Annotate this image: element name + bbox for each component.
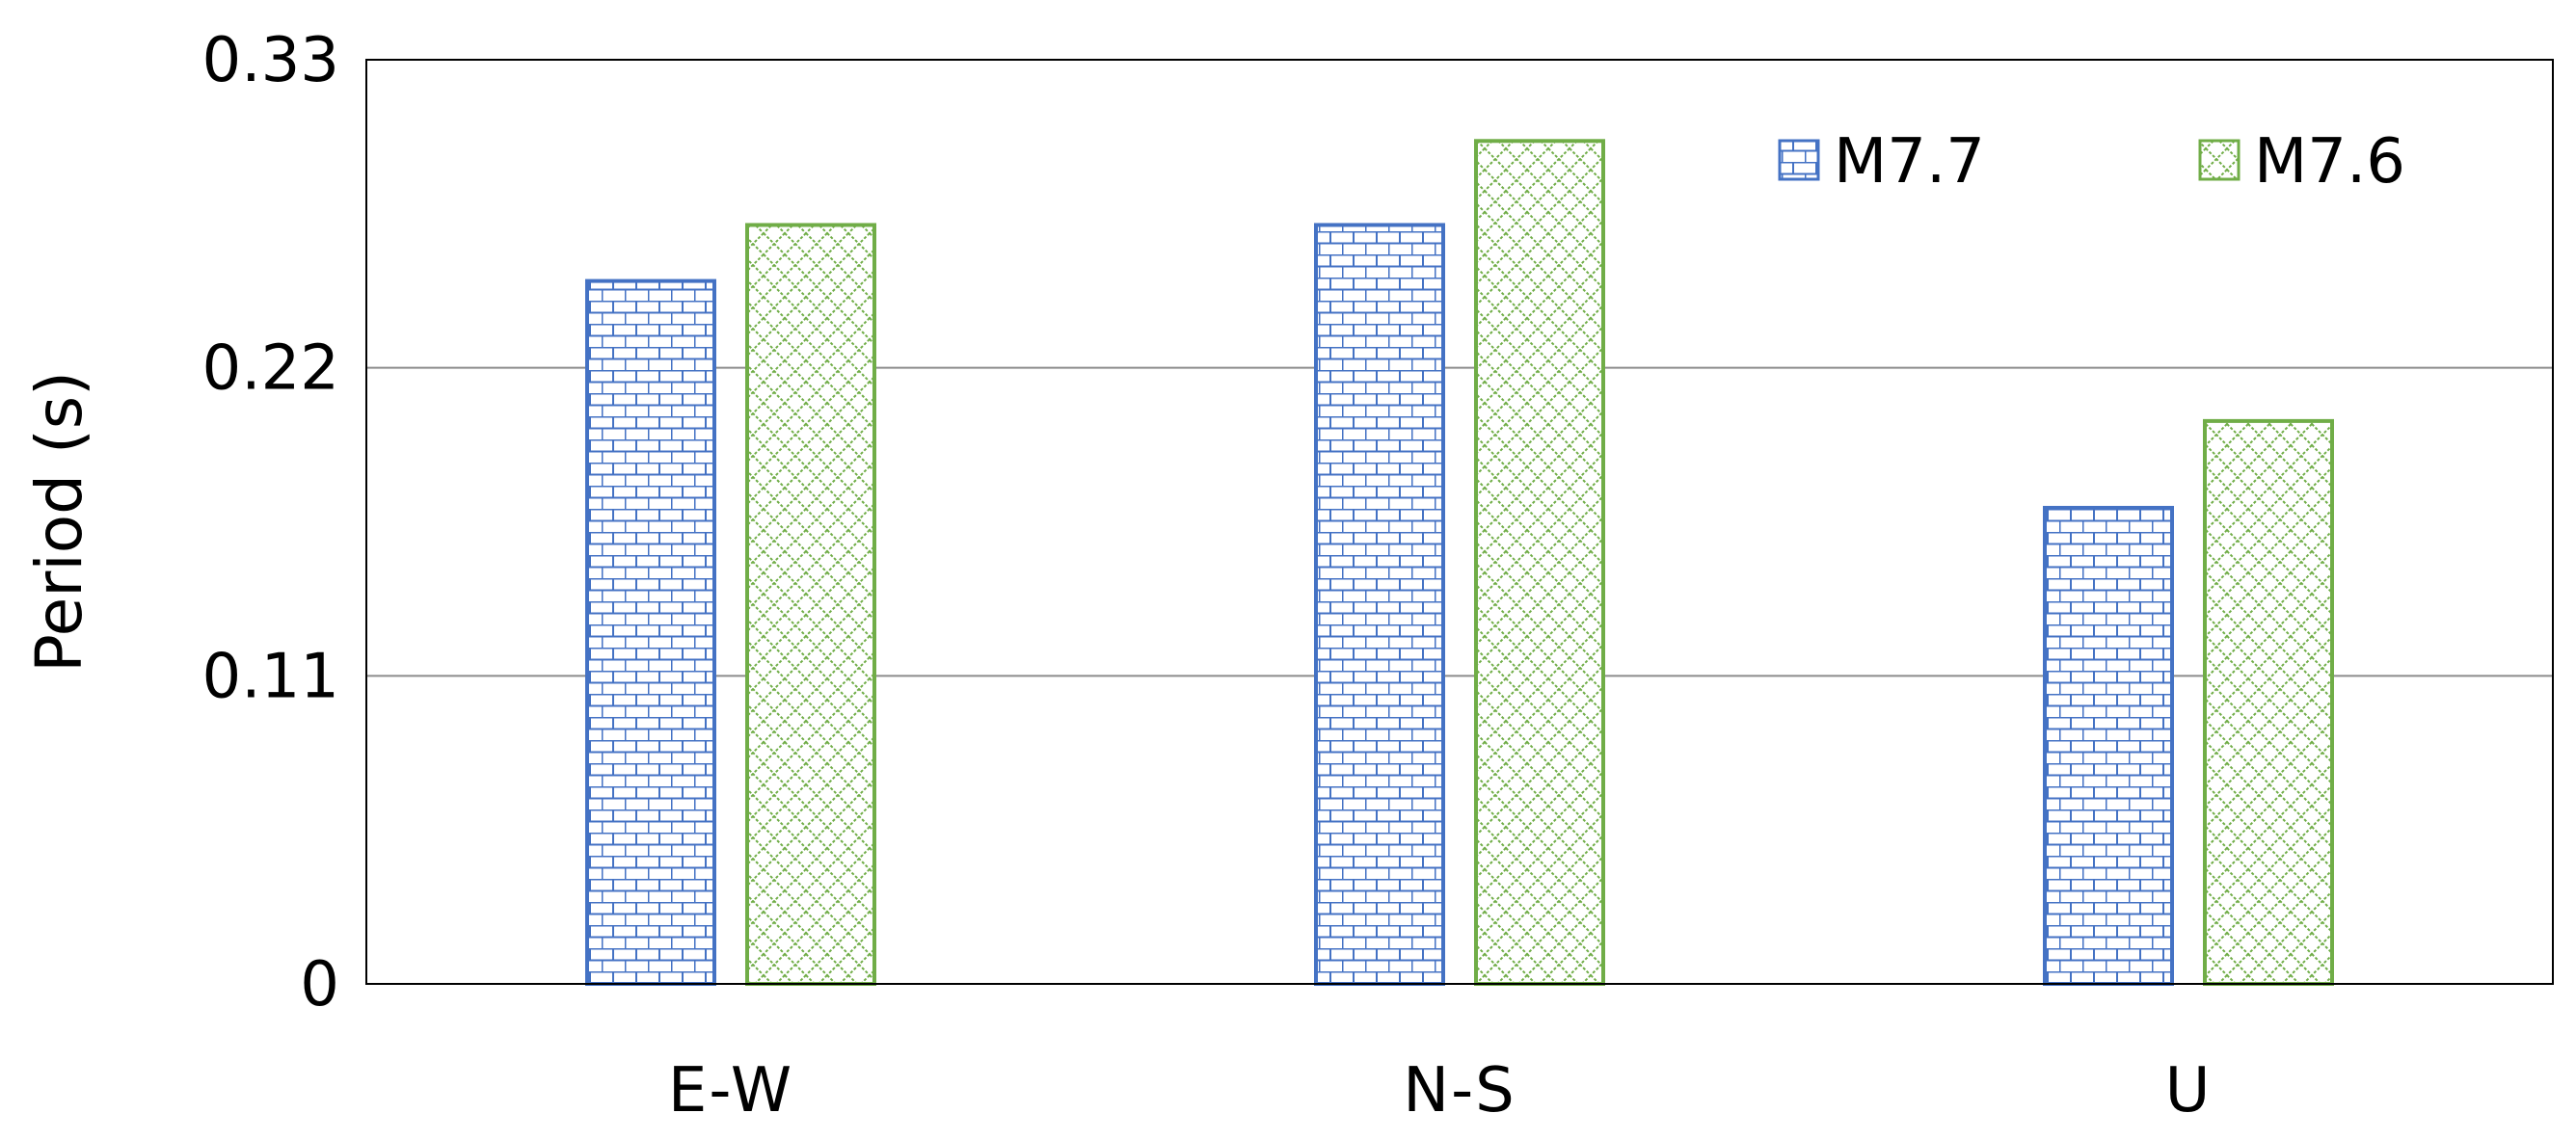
bar-m7-6-e-w bbox=[745, 223, 876, 986]
y-axis-title: Period (s) bbox=[22, 371, 96, 673]
bar-m7-7-n-s bbox=[1314, 223, 1445, 986]
legend: M7.7 M7.6 bbox=[1778, 126, 2405, 198]
y-tick-label: 0 bbox=[300, 949, 339, 1021]
y-tick-label: 0.33 bbox=[202, 25, 340, 96]
gridlines bbox=[366, 366, 2553, 677]
legend-swatch bbox=[2198, 139, 2241, 181]
x-category-label: E-W bbox=[668, 1055, 793, 1127]
y-tick-label: 0.22 bbox=[202, 333, 340, 405]
bar-m7-6-u bbox=[2203, 418, 2334, 986]
y-tick-label: 0.11 bbox=[202, 641, 340, 712]
legend-label: M7.7 bbox=[1834, 126, 1985, 198]
legend-label: M7.6 bbox=[2254, 126, 2405, 198]
bars bbox=[585, 139, 2334, 987]
y-axis-ticks: 0 0.11 0.22 0.33 bbox=[202, 25, 340, 1021]
bar-m7-7-e-w bbox=[585, 278, 716, 986]
legend-swatch bbox=[1778, 139, 1820, 181]
bar-m7-7-u bbox=[2043, 505, 2174, 987]
x-axis-categories: E-W N-S U bbox=[668, 1055, 2213, 1127]
x-category-label: U bbox=[2165, 1055, 2213, 1127]
plot-frame bbox=[365, 59, 2554, 985]
bar-m7-6-n-s bbox=[1474, 139, 1605, 986]
x-category-label: N-S bbox=[1403, 1055, 1516, 1127]
